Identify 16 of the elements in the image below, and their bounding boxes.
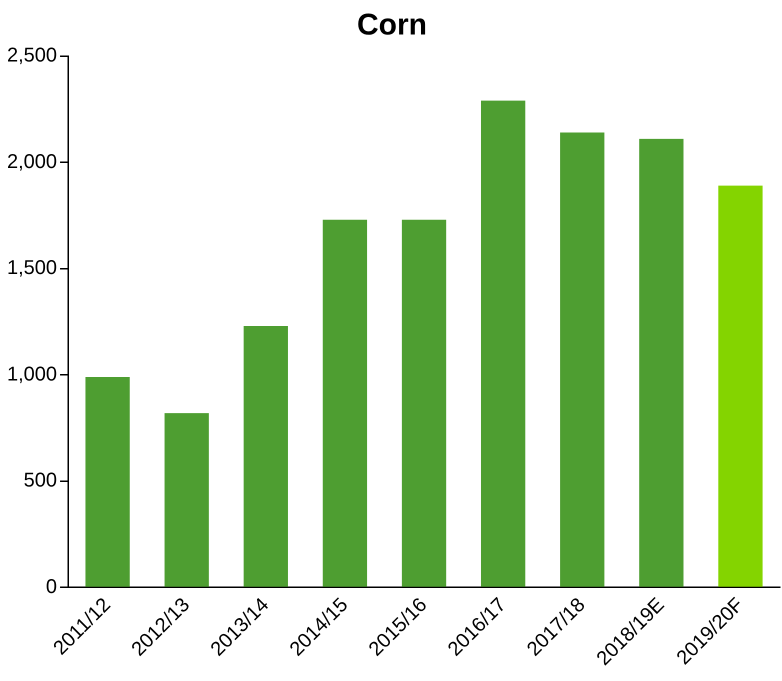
bar xyxy=(639,138,684,587)
y-tick-label: 1,000 xyxy=(6,363,58,386)
y-tick-label: 1,500 xyxy=(6,257,58,280)
y-tick-label: 0 xyxy=(46,576,58,598)
bar xyxy=(164,413,209,587)
chart-title: Corn xyxy=(357,8,427,42)
bar xyxy=(244,326,288,587)
bar xyxy=(718,186,763,587)
bar xyxy=(480,100,526,587)
y-tick-label: 2,000 xyxy=(6,150,58,173)
bar xyxy=(85,377,130,587)
bar xyxy=(402,220,446,587)
bar xyxy=(322,220,368,587)
y-tick-label: 500 xyxy=(24,470,58,492)
bar xyxy=(560,132,604,587)
y-tick-label: 2,500 xyxy=(6,44,58,67)
